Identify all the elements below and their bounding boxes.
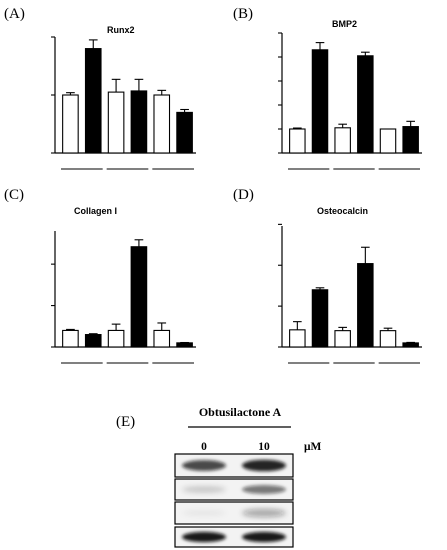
bar (311, 289, 329, 348)
panel-letter: (E) (116, 414, 135, 430)
blot-band (242, 485, 286, 494)
bar (357, 263, 374, 348)
bar (379, 330, 397, 348)
bar (402, 126, 419, 154)
chart-panel-a: (A) Runx2 (4, 6, 196, 170)
bar (130, 246, 148, 348)
bar (176, 342, 193, 348)
bar (84, 48, 102, 154)
chart-title: Collagen I (74, 206, 117, 216)
blot-band (242, 459, 286, 472)
blot-band (182, 460, 226, 471)
chart-panel-b: (B) BMP2 (233, 6, 422, 170)
dose-unit: μM (304, 441, 322, 453)
bar (84, 334, 102, 348)
blot-band (182, 531, 226, 543)
chart-title: Runx2 (107, 25, 135, 35)
bar (357, 55, 374, 154)
bar (62, 94, 79, 154)
blot-treatment-title: Obtusilactone A (199, 405, 282, 419)
panel-letter: (C) (4, 187, 24, 203)
bar (311, 49, 329, 154)
bar (379, 128, 397, 154)
bar (62, 329, 79, 348)
chart-title: Osteocalcin (317, 206, 368, 216)
panel-letter: (A) (4, 6, 25, 22)
bar (334, 127, 351, 154)
bar (107, 91, 125, 154)
bar (289, 329, 306, 348)
panel-letter: (D) (233, 187, 254, 203)
blot-band (182, 486, 226, 493)
chart-panel-d: (D) Osteocalcin (233, 187, 422, 364)
blot-band (242, 508, 286, 518)
panel-letter: (B) (233, 6, 253, 22)
bar (153, 94, 171, 154)
blot-strip (174, 501, 294, 525)
dose-label-10: 10 (258, 441, 270, 453)
bar (130, 90, 148, 154)
bar (289, 128, 306, 154)
blot-band (182, 509, 226, 517)
western-blot-panel: (E) Obtusilactone A 0 10 μM (116, 405, 322, 548)
bar (107, 329, 125, 348)
bar (402, 342, 419, 348)
dose-label-0: 0 (201, 441, 207, 453)
blot-band (242, 531, 286, 543)
bar (334, 330, 351, 348)
blot-strip (174, 478, 294, 501)
chart-panel-c: (C) Collagen I (4, 187, 196, 364)
bar (153, 329, 171, 348)
bar (176, 111, 193, 154)
chart-title: BMP2 (332, 19, 357, 29)
